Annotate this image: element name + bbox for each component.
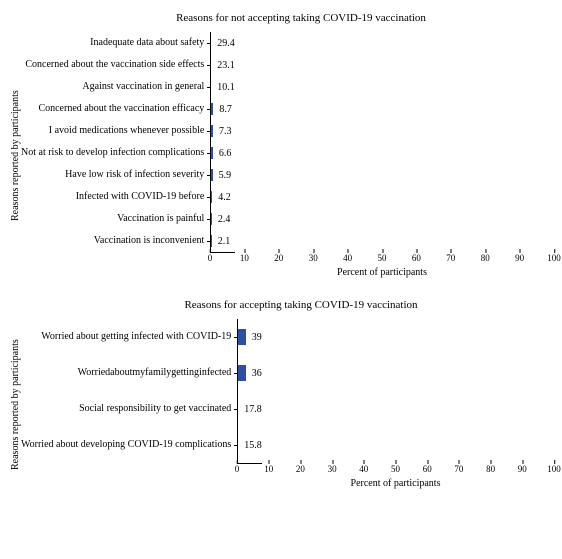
chart2-x-axis: 0102030405060708090100 Percent of partic…: [237, 464, 554, 490]
bar: [238, 365, 246, 381]
chart1-xlabel: Percent of participants: [210, 267, 554, 278]
bar: [211, 169, 212, 181]
category-label: Not at risk to develop infection complic…: [21, 142, 210, 164]
value-label: 15.8: [244, 440, 262, 451]
bar-row: 23.1: [211, 54, 235, 76]
bar-row: 15.8: [238, 427, 262, 463]
category-label: Infected with COVID-19 before: [21, 186, 210, 208]
category-label: Vaccination is painful: [21, 208, 210, 230]
value-label: 6.6: [219, 148, 232, 159]
chart2-bars-zone: 39 36 17.8 15.8: [238, 319, 262, 463]
value-label: 2.1: [218, 236, 231, 247]
bar: [211, 213, 212, 225]
chart1-bars-zone: 29.4 23.1 10.1 8.7 7.3 6.6 5.9 4.2 2.4 2.1: [211, 32, 235, 252]
bar-row: 2.4: [211, 208, 235, 230]
value-label: 17.8: [244, 404, 262, 415]
bar-row: 10.1: [211, 76, 235, 98]
bar: [238, 329, 246, 345]
value-label: 39: [252, 332, 262, 343]
bar-row: 5.9: [211, 164, 235, 186]
bar: [211, 103, 213, 115]
chart2-axis-spacer: [21, 464, 237, 490]
chart1-plot-area: 29.4 23.1 10.1 8.7 7.3 6.6 5.9 4.2 2.4 2.1: [210, 32, 235, 253]
x-tick: 30: [328, 464, 337, 474]
bar-row: 39: [238, 319, 262, 355]
x-tick: 50: [378, 253, 387, 263]
x-tick: 30: [309, 253, 318, 263]
category-label: Have low risk of infection severity: [21, 164, 210, 186]
chart2-plot-area: 39 36 17.8 15.8: [237, 319, 262, 464]
category-label: Vaccination is inconvenient: [21, 230, 210, 252]
category-label: Worried about getting infected with COVI…: [21, 319, 237, 355]
chart1-body: Reasons reported by participants Inadequ…: [8, 32, 554, 279]
x-tick: 20: [296, 464, 305, 474]
bar: [211, 191, 212, 203]
value-label: 7.3: [219, 126, 232, 137]
x-tick: 90: [515, 253, 524, 263]
x-tick: 10: [240, 253, 249, 263]
chart1-x-axis: 0102030405060708090100 Percent of partic…: [210, 253, 554, 279]
bar-row: 17.8: [238, 391, 262, 427]
value-label: 8.7: [219, 104, 232, 115]
bar-row: 36: [238, 355, 262, 391]
x-tick: 80: [481, 253, 490, 263]
value-label: 29.4: [217, 38, 235, 49]
chart2-body: Reasons reported by participants Worried…: [8, 319, 554, 490]
bar-row: 4.2: [211, 186, 235, 208]
x-tick: 100: [547, 464, 561, 474]
category-label: Concerned about the vaccination efficacy: [21, 98, 210, 120]
value-label: 4.2: [218, 192, 231, 203]
category-label: Worried about developing COVID-19 compli…: [21, 427, 237, 463]
x-tick: 70: [446, 253, 455, 263]
bar-row: 7.3: [211, 120, 235, 142]
x-tick: 50: [391, 464, 400, 474]
value-label: 36: [252, 368, 262, 379]
category-label: Concerned about the vaccination side eff…: [21, 54, 210, 76]
chart2-plot-wrap: Worried about getting infected with COVI…: [21, 319, 554, 490]
bar-row: 8.7: [211, 98, 235, 120]
category-label: Inadequate data about safety: [21, 32, 210, 54]
chart1-ylabel: Reasons reported by participants: [8, 32, 21, 279]
x-tick: 70: [454, 464, 463, 474]
chart1-title: Reasons for not accepting taking COVID-1…: [48, 12, 554, 24]
value-label: 23.1: [217, 60, 235, 71]
bar: [211, 125, 213, 137]
bar-row: 2.1: [211, 230, 235, 252]
value-label: 2.4: [218, 214, 231, 225]
x-tick: 40: [343, 253, 352, 263]
value-label: 5.9: [219, 170, 232, 181]
bar: [211, 147, 213, 159]
x-tick: 100: [547, 253, 561, 263]
x-tick: 20: [274, 253, 283, 263]
category-label: Social responsibility to get vaccinated: [21, 391, 237, 427]
chart2-category-labels: Worried about getting infected with COVI…: [21, 319, 237, 463]
chart2-ylabel: Reasons reported by participants: [8, 319, 21, 490]
chart2-ticks: 0102030405060708090100: [237, 464, 554, 476]
x-tick: 90: [518, 464, 527, 474]
x-tick: 0: [235, 464, 240, 474]
bar-row: 6.6: [211, 142, 235, 164]
x-tick: 80: [486, 464, 495, 474]
chart-accepting: Reasons for accepting taking COVID-19 va…: [8, 299, 554, 490]
chart1-category-labels: Inadequate data about safetyConcerned ab…: [21, 32, 210, 252]
chart1-axis-spacer: [21, 253, 210, 279]
x-tick: 60: [412, 253, 421, 263]
x-tick: 40: [359, 464, 368, 474]
chart-not-accepting: Reasons for not accepting taking COVID-1…: [8, 12, 554, 279]
category-label: Against vaccination in general: [21, 76, 210, 98]
chart2-title: Reasons for accepting taking COVID-19 va…: [48, 299, 554, 311]
chart2-xlabel: Percent of participants: [237, 478, 554, 489]
category-label: Worriedaboutmyfamilygettinginfected: [21, 355, 237, 391]
chart1-plot-wrap: Inadequate data about safetyConcerned ab…: [21, 32, 554, 279]
value-label: 10.1: [217, 82, 235, 93]
bar-row: 29.4: [211, 32, 235, 54]
x-tick: 0: [208, 253, 213, 263]
x-tick: 60: [423, 464, 432, 474]
category-label: I avoid medications whenever possible: [21, 120, 210, 142]
x-tick: 10: [264, 464, 273, 474]
chart1-ticks: 0102030405060708090100: [210, 253, 554, 265]
